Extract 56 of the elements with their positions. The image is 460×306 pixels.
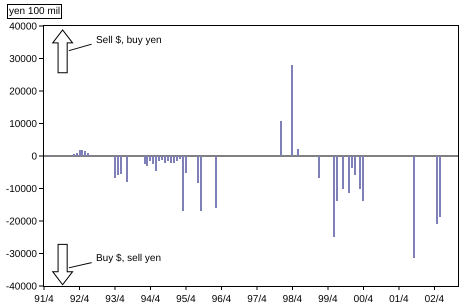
bar	[413, 156, 415, 258]
bar	[126, 156, 128, 182]
x-tick-label: 91/4	[34, 294, 54, 305]
bar	[81, 150, 83, 156]
y-tick-label: -10000	[6, 184, 38, 195]
bar	[436, 156, 438, 224]
y-tick-label: -30000	[6, 249, 38, 260]
bar	[120, 156, 122, 174]
x-tick-label: 01/4	[389, 294, 410, 305]
bar	[291, 65, 293, 156]
y-tick-label: 0	[31, 152, 38, 162]
bar	[164, 156, 166, 163]
bar	[76, 153, 78, 156]
bar	[144, 156, 146, 164]
bar	[182, 156, 184, 211]
x-tick-label: 93/4	[105, 294, 126, 305]
x-tick-label: 94/4	[140, 294, 161, 305]
bar	[155, 156, 157, 171]
bar	[215, 156, 217, 208]
bar	[146, 156, 148, 166]
x-tick-label: 97/4	[247, 294, 268, 305]
bar	[297, 149, 299, 156]
bar	[173, 156, 175, 163]
y-axis-title: yen 100 mil	[9, 6, 60, 17]
y-tick-label: -40000	[6, 282, 38, 292]
bar	[342, 156, 344, 189]
bar	[280, 121, 282, 156]
bar	[170, 156, 172, 163]
bar	[318, 156, 320, 178]
bar	[167, 156, 169, 161]
y-tick-label: 10000	[9, 119, 38, 130]
bar	[354, 156, 356, 175]
x-tick-label: 98/4	[282, 294, 303, 305]
bar	[362, 156, 364, 201]
bar	[161, 156, 163, 160]
x-tick-label: 02/4	[424, 294, 444, 305]
annotation: Buy $, sell yen	[96, 253, 162, 264]
y-tick-label: -20000	[6, 216, 38, 228]
x-tick-label: 92/4	[70, 294, 90, 305]
bar	[87, 153, 89, 156]
bar	[114, 156, 116, 178]
x-tick-label: 99/4	[318, 294, 338, 305]
bar	[117, 156, 119, 175]
bar	[84, 151, 86, 156]
annotation: Sell $, buy yen	[96, 35, 162, 46]
bar	[348, 156, 350, 193]
y-tick-label: 20000	[9, 86, 38, 98]
y-tick-label: 40000	[9, 22, 38, 32]
x-tick-label: 00/4	[354, 294, 374, 305]
y-tick-label: 30000	[9, 54, 38, 65]
x-tick-label: 95/4	[176, 294, 196, 305]
bar	[79, 150, 81, 156]
bar	[176, 156, 178, 161]
bar	[333, 156, 335, 237]
x-tick-label: 96/4	[212, 294, 232, 305]
bar	[200, 156, 202, 211]
